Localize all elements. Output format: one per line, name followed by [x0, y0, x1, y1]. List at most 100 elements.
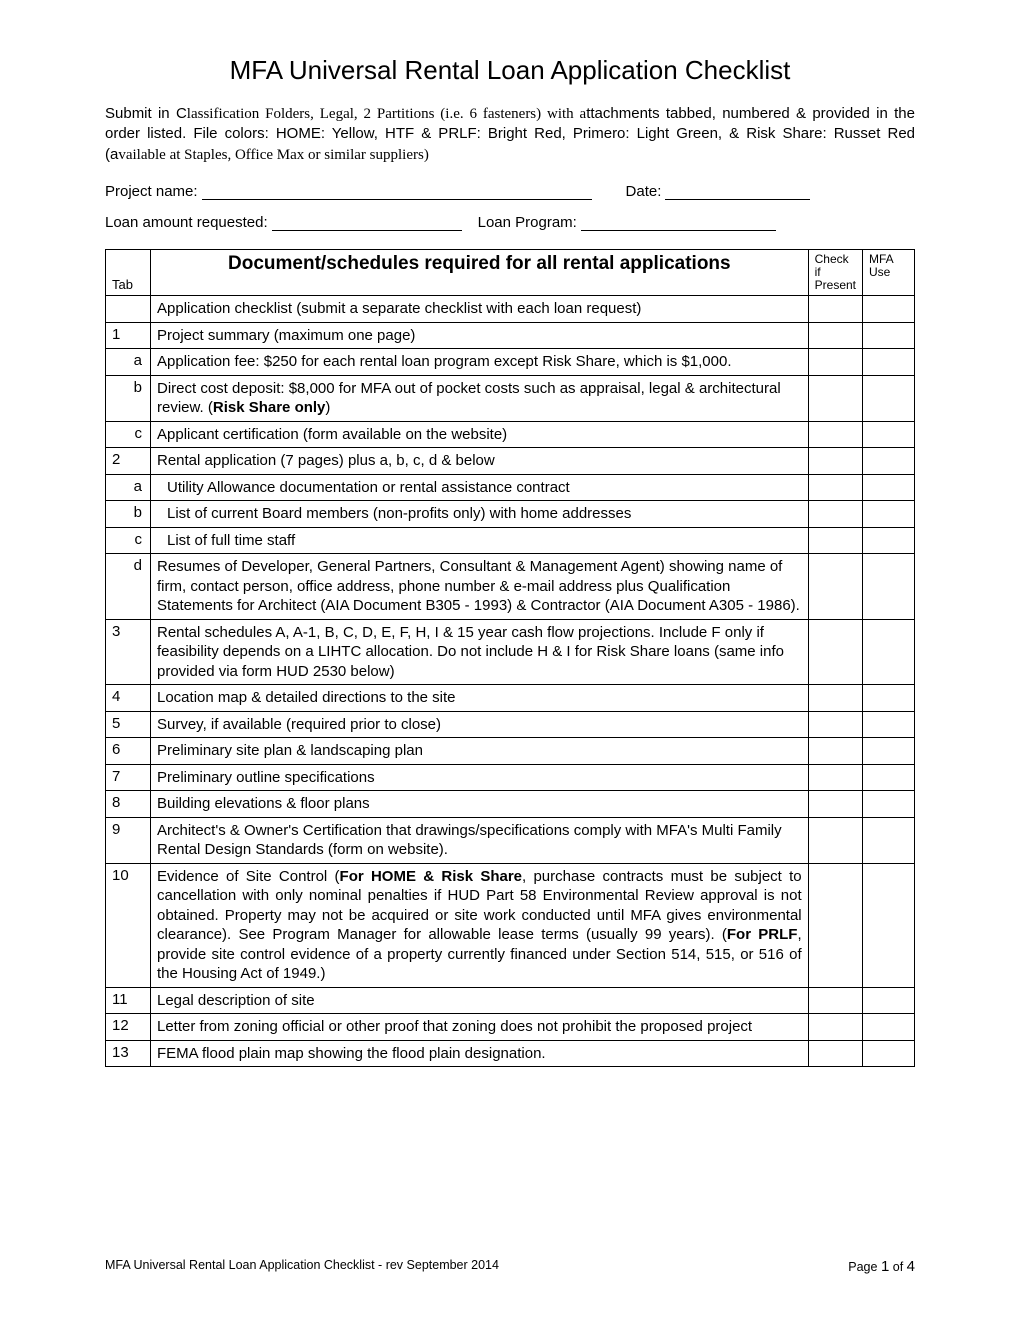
tab-cell: 10 — [106, 863, 151, 987]
table-row: cList of full time staff — [106, 527, 915, 554]
table-row: Application checklist (submit a separate… — [106, 296, 915, 323]
tab-cell: a — [106, 474, 151, 501]
check-present-cell[interactable] — [808, 322, 862, 349]
date-label: Date: — [626, 183, 662, 200]
mfa-use-cell[interactable] — [863, 474, 915, 501]
document-cell: Direct cost deposit: $8,000 for MFA out … — [151, 375, 809, 421]
table-row: 9Architect's & Owner's Certification tha… — [106, 817, 915, 863]
table-row: dResumes of Developer, General Partners,… — [106, 554, 915, 620]
document-cell: Legal description of site — [151, 987, 809, 1014]
mfa-use-cell[interactable] — [863, 501, 915, 528]
header-document: Document/schedules required for all rent… — [151, 249, 809, 296]
mfa-use-cell[interactable] — [863, 738, 915, 765]
check-present-cell[interactable] — [808, 554, 862, 620]
check-present-cell[interactable] — [808, 764, 862, 791]
mfa-use-cell[interactable] — [863, 1014, 915, 1041]
check-present-cell[interactable] — [808, 296, 862, 323]
tab-cell: 2 — [106, 448, 151, 475]
tab-cell: c — [106, 421, 151, 448]
mfa-use-cell[interactable] — [863, 349, 915, 376]
tab-cell: 6 — [106, 738, 151, 765]
intro-text: Submit in C — [105, 105, 187, 122]
check-present-cell[interactable] — [808, 501, 862, 528]
check-present-cell[interactable] — [808, 1040, 862, 1067]
mfa-use-cell[interactable] — [863, 817, 915, 863]
tab-cell: 5 — [106, 711, 151, 738]
document-cell: Building elevations & floor plans — [151, 791, 809, 818]
check-present-cell[interactable] — [808, 711, 862, 738]
mfa-use-cell[interactable] — [863, 619, 915, 685]
mfa-use-cell[interactable] — [863, 448, 915, 475]
table-row: 2Rental application (7 pages) plus a, b,… — [106, 448, 915, 475]
mfa-use-cell[interactable] — [863, 527, 915, 554]
date-input-line[interactable] — [665, 185, 810, 200]
check-present-cell[interactable] — [808, 474, 862, 501]
check-present-cell[interactable] — [808, 791, 862, 818]
loan-amount-input-line[interactable] — [272, 216, 462, 231]
mfa-use-cell[interactable] — [863, 375, 915, 421]
check-present-cell[interactable] — [808, 421, 862, 448]
tab-cell: 12 — [106, 1014, 151, 1041]
tab-cell: 11 — [106, 987, 151, 1014]
check-present-cell[interactable] — [808, 619, 862, 685]
check-present-cell[interactable] — [808, 738, 862, 765]
table-row: cApplicant certification (form available… — [106, 421, 915, 448]
mfa-use-cell[interactable] — [863, 685, 915, 712]
loan-program-label: Loan Program: — [478, 214, 577, 231]
mfa-use-cell[interactable] — [863, 554, 915, 620]
tab-cell — [106, 296, 151, 323]
tab-cell: b — [106, 375, 151, 421]
document-cell: Application fee: $250 for each rental lo… — [151, 349, 809, 376]
loan-program-input-line[interactable] — [581, 216, 776, 231]
table-row: bDirect cost deposit: $8,000 for MFA out… — [106, 375, 915, 421]
mfa-use-cell[interactable] — [863, 791, 915, 818]
document-cell: Resumes of Developer, General Partners, … — [151, 554, 809, 620]
check-present-cell[interactable] — [808, 527, 862, 554]
field-row-project-date: Project name: Date: — [105, 183, 915, 200]
loan-amount-label: Loan amount requested: — [105, 214, 268, 231]
table-row: 11Legal description of site — [106, 987, 915, 1014]
footer-left: MFA Universal Rental Loan Application Ch… — [105, 1258, 499, 1275]
intro-text: vailable at Staples, Office Max or simil… — [118, 147, 428, 163]
document-cell: Project summary (maximum one page) — [151, 322, 809, 349]
mfa-use-cell[interactable] — [863, 421, 915, 448]
header-tab: Tab — [106, 249, 151, 296]
document-cell: Applicant certification (form available … — [151, 421, 809, 448]
check-present-cell[interactable] — [808, 349, 862, 376]
mfa-use-cell[interactable] — [863, 322, 915, 349]
check-present-cell[interactable] — [808, 448, 862, 475]
mfa-use-cell[interactable] — [863, 764, 915, 791]
project-name-input-line[interactable] — [202, 185, 592, 200]
mfa-use-cell[interactable] — [863, 1040, 915, 1067]
header-mfa: MFA Use — [863, 249, 915, 296]
field-row-loan: Loan amount requested: Loan Program: — [105, 214, 915, 231]
check-present-cell[interactable] — [808, 685, 862, 712]
document-cell: List of current Board members (non-profi… — [151, 501, 809, 528]
document-cell: Application checklist (submit a separate… — [151, 296, 809, 323]
check-present-cell[interactable] — [808, 987, 862, 1014]
check-present-cell[interactable] — [808, 1014, 862, 1041]
footer-right: Page 1 of 4 — [848, 1258, 915, 1275]
table-row: aApplication fee: $250 for each rental l… — [106, 349, 915, 376]
mfa-use-cell[interactable] — [863, 987, 915, 1014]
document-page: MFA Universal Rental Loan Application Ch… — [0, 0, 1020, 1320]
mfa-use-cell[interactable] — [863, 711, 915, 738]
check-present-cell[interactable] — [808, 375, 862, 421]
check-present-cell[interactable] — [808, 817, 862, 863]
mfa-use-cell[interactable] — [863, 863, 915, 987]
tab-cell: 4 — [106, 685, 151, 712]
check-present-cell[interactable] — [808, 863, 862, 987]
tab-cell: c — [106, 527, 151, 554]
tab-cell: 3 — [106, 619, 151, 685]
document-cell: Rental schedules A, A-1, B, C, D, E, F, … — [151, 619, 809, 685]
header-check: Check if Present — [808, 249, 862, 296]
tab-cell: 7 — [106, 764, 151, 791]
table-row: 1Project summary (maximum one page) — [106, 322, 915, 349]
document-cell: FEMA flood plain map showing the flood p… — [151, 1040, 809, 1067]
tab-cell: a — [106, 349, 151, 376]
mfa-use-cell[interactable] — [863, 296, 915, 323]
table-row: 5Survey, if available (required prior to… — [106, 711, 915, 738]
page-title: MFA Universal Rental Loan Application Ch… — [105, 55, 915, 86]
document-cell: List of full time staff — [151, 527, 809, 554]
document-cell: Letter from zoning official or other pro… — [151, 1014, 809, 1041]
